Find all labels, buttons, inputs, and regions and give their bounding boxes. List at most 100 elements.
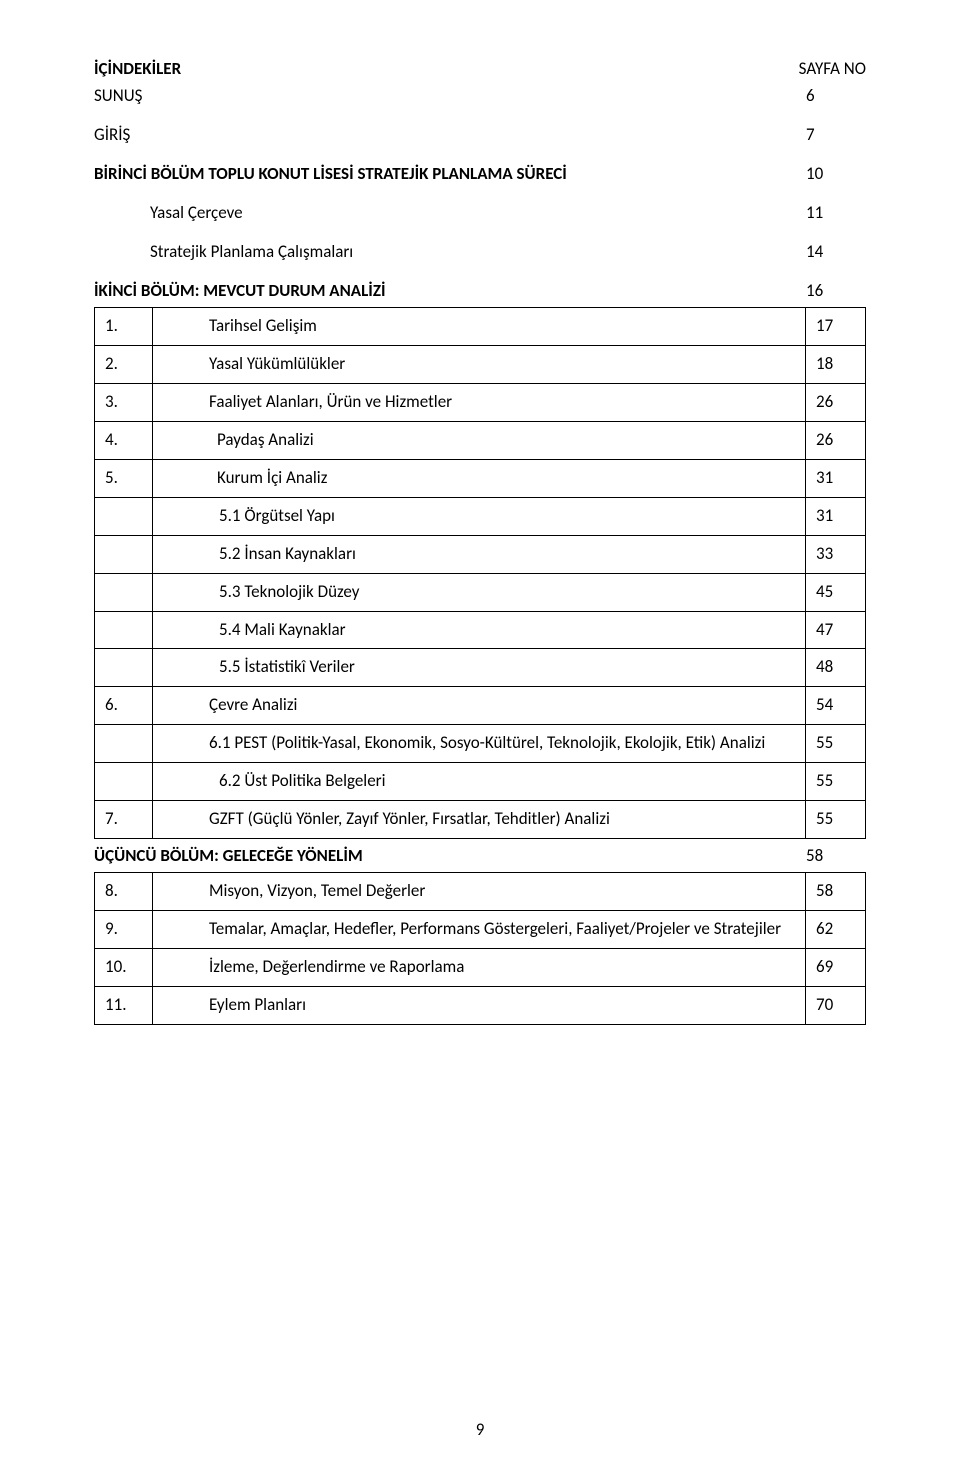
row-page: 70: [806, 986, 866, 1024]
row-content: 5.2 İnsan Kaynakları: [153, 535, 806, 573]
row-content: Çevre Analizi: [153, 687, 806, 725]
toc-free-label: Yasal Çerçeve: [94, 202, 243, 223]
row-content: İzleme, Değerlendirme ve Raporlama: [153, 949, 806, 987]
row-number: [95, 725, 153, 763]
row-content-text: 5.1 Örgütsel Yapı: [163, 505, 795, 528]
row-content-text: 6.2 Üst Politika Belgeleri: [163, 770, 795, 793]
table-row: 2. Yasal Yükümlülükler 18: [95, 345, 866, 383]
row-page: 48: [806, 649, 866, 687]
toc-section-row: ÜÇÜNCÜ BÖLÜM: GELECEĞE YÖNELİM 58: [94, 845, 866, 866]
row-page: 54: [806, 687, 866, 725]
page-number: 9: [0, 1419, 960, 1440]
toc-free-row: SUNUŞ 6: [94, 85, 866, 106]
row-content: Kurum İçi Analiz: [153, 459, 806, 497]
table-row: 6.1 PEST (Politik-Yasal, Ekonomik, Sosyo…: [95, 725, 866, 763]
row-number: [95, 573, 153, 611]
row-page: 58: [806, 873, 866, 911]
row-page: 18: [806, 345, 866, 383]
row-number: 6.: [95, 687, 153, 725]
row-page: 55: [806, 801, 866, 839]
row-number: 2.: [95, 345, 153, 383]
table-row: 4. Paydaş Analizi 26: [95, 421, 866, 459]
row-content: Yasal Yükümlülükler: [153, 345, 806, 383]
row-number: 8.: [95, 873, 153, 911]
row-content-text: Tarihsel Gelişim: [163, 315, 317, 338]
row-number: 9.: [95, 911, 153, 949]
row-content-text: İzleme, Değerlendirme ve Raporlama: [163, 956, 464, 979]
toc-free-label: BİRİNCİ BÖLÜM TOPLU KONUT LİSESİ STRATEJ…: [94, 163, 567, 184]
toc-section-label: ÜÇÜNCÜ BÖLÜM: GELECEĞE YÖNELİM: [94, 845, 363, 866]
toc-free-page: 7: [806, 124, 866, 145]
row-content-text: 5.2 İnsan Kaynakları: [163, 543, 795, 566]
row-page: 26: [806, 421, 866, 459]
row-number: 7.: [95, 801, 153, 839]
toc-free-row: GİRİŞ 7: [94, 124, 866, 145]
row-number: [95, 497, 153, 535]
row-content-text: 6.1 PEST (Politik-Yasal, Ekonomik, Sosyo…: [163, 732, 795, 755]
row-content-text: 5.5 İstatistikî Veriler: [163, 656, 795, 679]
table-row: 5. Kurum İçi Analiz 31: [95, 459, 866, 497]
row-content: Temalar, Amaçlar, Hedefler, Performans G…: [153, 911, 806, 949]
row-content: 5.3 Teknolojik Düzey: [153, 573, 806, 611]
table-row: 5.5 İstatistikî Veriler 48: [95, 649, 866, 687]
row-page: 47: [806, 611, 866, 649]
row-number: 10.: [95, 949, 153, 987]
row-content: 6.2 Üst Politika Belgeleri: [153, 763, 806, 801]
row-content-text: Çevre Analizi: [163, 694, 297, 717]
row-content: Faaliyet Alanları, Ürün ve Hizmetler: [153, 383, 806, 421]
toc-free-label: SUNUŞ: [94, 85, 142, 106]
toc-free-label: İKİNCİ BÖLÜM: MEVCUT DURUM ANALİZİ: [94, 280, 385, 301]
toc-free-page: 14: [806, 241, 866, 262]
row-content-text: 5.3 Teknolojik Düzey: [163, 581, 795, 604]
row-content-text: GZFT (Güçlü Yönler, Zayıf Yönler, Fırsat…: [163, 808, 610, 831]
toc-free-row: Stratejik Planlama Çalışmaları 14: [94, 241, 866, 262]
row-number: 11.: [95, 986, 153, 1024]
row-page: 31: [806, 459, 866, 497]
row-content: Misyon, Vizyon, Temel Değerler: [153, 873, 806, 911]
toc-free-row: Yasal Çerçeve 11: [94, 202, 866, 223]
row-number: 1.: [95, 308, 153, 346]
table-row: 5.4 Mali Kaynaklar 47: [95, 611, 866, 649]
toc-free-page: 6: [806, 85, 866, 106]
toc-table-2: 8. Misyon, Vizyon, Temel Değerler 58 9. …: [94, 872, 866, 1025]
row-page: 55: [806, 763, 866, 801]
table-row: 5.3 Teknolojik Düzey 45: [95, 573, 866, 611]
row-page: 69: [806, 949, 866, 987]
row-number: 5.: [95, 459, 153, 497]
row-content-text: Misyon, Vizyon, Temel Değerler: [163, 880, 425, 903]
toc-free-page: 16: [806, 280, 866, 301]
table-row: 6.2 Üst Politika Belgeleri 55: [95, 763, 866, 801]
row-content: 6.1 PEST (Politik-Yasal, Ekonomik, Sosyo…: [153, 725, 806, 763]
row-content: 5.4 Mali Kaynaklar: [153, 611, 806, 649]
row-page: 31: [806, 497, 866, 535]
toc-free-label: Stratejik Planlama Çalışmaları: [94, 241, 353, 262]
row-content-text: 5.4 Mali Kaynaklar: [163, 619, 795, 642]
row-content: GZFT (Güçlü Yönler, Zayıf Yönler, Fırsat…: [153, 801, 806, 839]
row-page: 26: [806, 383, 866, 421]
table-row: 3. Faaliyet Alanları, Ürün ve Hizmetler …: [95, 383, 866, 421]
toc-free-row: İKİNCİ BÖLÜM: MEVCUT DURUM ANALİZİ 16: [94, 280, 866, 301]
row-number: [95, 611, 153, 649]
row-page: 33: [806, 535, 866, 573]
row-page: 55: [806, 725, 866, 763]
row-content-text: Paydaş Analizi: [163, 429, 314, 452]
row-content: 5.1 Örgütsel Yapı: [153, 497, 806, 535]
row-content: 5.5 İstatistikî Veriler: [153, 649, 806, 687]
page: İÇİNDEKİLER SAYFA NO SUNUŞ 6 GİRİŞ 7 BİR…: [0, 0, 960, 1474]
toc-free-row: BİRİNCİ BÖLÜM TOPLU KONUT LİSESİ STRATEJ…: [94, 163, 866, 184]
table-row: 5.1 Örgütsel Yapı 31: [95, 497, 866, 535]
table-row: 1. Tarihsel Gelişim 17: [95, 308, 866, 346]
row-number: [95, 535, 153, 573]
row-content-text: Eylem Planları: [163, 994, 306, 1017]
row-number: 3.: [95, 383, 153, 421]
row-page: 62: [806, 911, 866, 949]
row-number: [95, 649, 153, 687]
row-number: 4.: [95, 421, 153, 459]
row-content-text: Faaliyet Alanları, Ürün ve Hizmetler: [163, 391, 452, 414]
toc-title: İÇİNDEKİLER: [94, 58, 181, 79]
toc-free-page: 11: [806, 202, 866, 223]
row-number: [95, 763, 153, 801]
table-row: 6. Çevre Analizi 54: [95, 687, 866, 725]
toc-page-label: SAYFA NO: [799, 58, 866, 79]
table-row: 5.2 İnsan Kaynakları 33: [95, 535, 866, 573]
